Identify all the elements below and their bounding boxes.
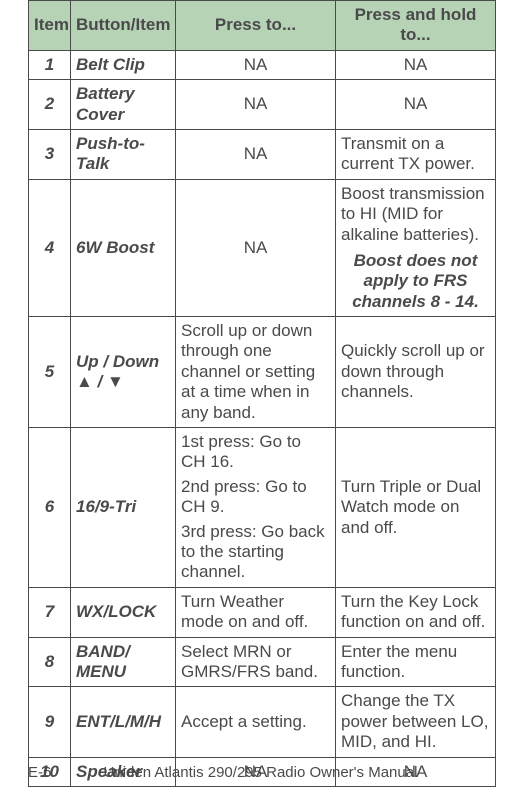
table-row: 5 Up / Down ▲ / ▼ Scroll up or down thro… xyxy=(29,317,496,428)
press-cell: Select MRN or GMRS/FRS band. xyxy=(176,637,336,687)
hold-cell: NA xyxy=(336,80,496,130)
col-item: Item xyxy=(29,1,71,51)
item-name: 6W Boost xyxy=(71,179,176,316)
controls-table: Item Button/Item Press to... Press and h… xyxy=(28,0,496,787)
table-row: 6 16/9-Tri 1st press: Go to CH 16. 2nd p… xyxy=(29,428,496,588)
item-number: 5 xyxy=(29,317,71,428)
page-footer: E-6 Uniden Atlantis 290/295 Radio Owner'… xyxy=(28,757,496,781)
hold-cell: Turn the Key Lock function on and off. xyxy=(336,587,496,637)
press-cell: 1st press: Go to CH 16. 2nd press: Go to… xyxy=(176,428,336,588)
item-name: BAND/ MENU xyxy=(71,637,176,687)
hold-cell: Boost transmission to HI (MID for alkali… xyxy=(336,179,496,316)
item-name: Battery Cover xyxy=(71,80,176,130)
table-row: 8 BAND/ MENU Select MRN or GMRS/FRS band… xyxy=(29,637,496,687)
table-row: 4 6W Boost NA Boost transmission to HI (… xyxy=(29,179,496,316)
table-header-row: Item Button/Item Press to... Press and h… xyxy=(29,1,496,51)
col-press: Press to... xyxy=(176,1,336,51)
table-row: 2 Battery Cover NA NA xyxy=(29,80,496,130)
hold-cell: NA xyxy=(336,50,496,79)
press-cell: NA xyxy=(176,129,336,179)
item-number: 1 xyxy=(29,50,71,79)
table-row: 3 Push-to-Talk NA Transmit on a current … xyxy=(29,129,496,179)
table-body: 1 Belt Clip NA NA 2 Battery Cover NA NA … xyxy=(29,50,496,786)
hold-note: Boost does not apply to FRS channels 8 -… xyxy=(341,251,490,312)
press-line: 1st press: Go to CH 16. xyxy=(181,432,330,473)
item-number: 8 xyxy=(29,637,71,687)
hold-cell: Quickly scroll up or down through channe… xyxy=(336,317,496,428)
page: Item Button/Item Press to... Press and h… xyxy=(0,0,508,797)
table-row: 7 WX/LOCK Turn Weather mode on and off. … xyxy=(29,587,496,637)
item-name: Push-to-Talk xyxy=(71,129,176,179)
hold-cell: Change the TX power between LO, MID, and… xyxy=(336,687,496,757)
press-cell: Turn Weather mode on and off. xyxy=(176,587,336,637)
press-cell: NA xyxy=(176,50,336,79)
hold-cell: Enter the menu function. xyxy=(336,637,496,687)
item-name: Belt Clip xyxy=(71,50,176,79)
press-cell: Accept a setting. xyxy=(176,687,336,757)
page-number: E-6 xyxy=(28,764,51,781)
item-number: 2 xyxy=(29,80,71,130)
col-button: Button/Item xyxy=(71,1,176,51)
hold-text: Boost transmission to HI (MID for alkali… xyxy=(341,184,485,244)
item-name: Up / Down ▲ / ▼ xyxy=(71,317,176,428)
item-number: 7 xyxy=(29,587,71,637)
press-cell: Scroll up or down through one channel or… xyxy=(176,317,336,428)
item-name: ENT/L/M/H xyxy=(71,687,176,757)
item-number: 9 xyxy=(29,687,71,757)
item-number: 6 xyxy=(29,428,71,588)
item-number: 3 xyxy=(29,129,71,179)
press-line: 2nd press: Go to CH 9. xyxy=(181,477,330,518)
table-row: 1 Belt Clip NA NA xyxy=(29,50,496,79)
hold-cell: Transmit on a current TX power. xyxy=(336,129,496,179)
item-name: 16/9-Tri xyxy=(71,428,176,588)
item-number: 4 xyxy=(29,179,71,316)
col-hold: Press and hold to... xyxy=(336,1,496,51)
hold-cell: Turn Triple or Dual Watch mode on and of… xyxy=(336,428,496,588)
footer-text: Uniden Atlantis 290/295 Radio Owner's Ma… xyxy=(104,764,418,781)
press-cell: NA xyxy=(176,179,336,316)
press-cell: NA xyxy=(176,80,336,130)
item-name: WX/LOCK xyxy=(71,587,176,637)
table-row: 9 ENT/L/M/H Accept a setting. Change the… xyxy=(29,687,496,757)
press-line: 3rd press: Go back to the starting chann… xyxy=(181,522,330,583)
